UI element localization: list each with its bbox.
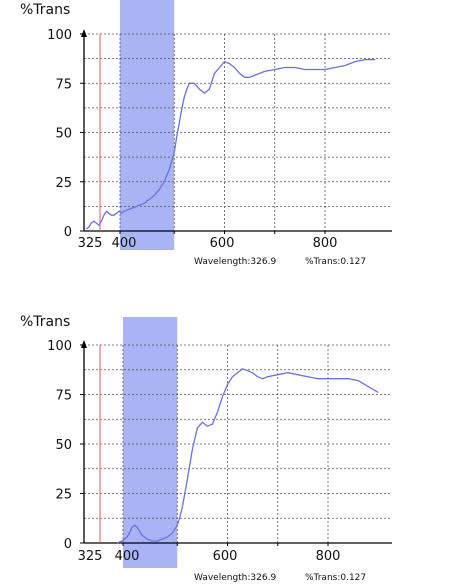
y-axis-arrow	[81, 340, 87, 348]
y-tick-label: 75	[55, 77, 72, 92]
x-tick-label: 800	[316, 549, 341, 564]
y-tick-label: 100	[47, 28, 72, 43]
series-line	[116, 368, 379, 544]
highlight-band	[123, 317, 178, 568]
y-tick-label: 25	[55, 176, 72, 191]
x-tick-label: 800	[313, 236, 338, 251]
x-tick-label: 400	[112, 236, 137, 251]
y-axis-arrow	[81, 29, 87, 37]
x-tick-label: 600	[210, 236, 235, 251]
x-tick-label: 600	[213, 549, 238, 564]
series-line	[85, 58, 376, 230]
y-tick-label: 50	[55, 127, 72, 142]
wavelength-readout: Wavelength:326.9	[194, 257, 276, 267]
y-tick-label: 100	[47, 339, 72, 354]
y-axis-label: %Trans	[20, 314, 70, 330]
y-tick-label: 25	[55, 488, 72, 503]
y-tick-label: 0	[64, 225, 72, 240]
chart-panel-2: 0 25 50 75 100 325 400 600 800 %Trans Wavelength:3…	[20, 314, 392, 583]
y-tick-label: 75	[55, 389, 72, 404]
y-tick-label: 0	[64, 537, 72, 552]
chart-panel-1: 0 25 50 75 100 325 400 600 800 %Trans Wavelength:3…	[20, 0, 392, 267]
highlight-band	[120, 0, 175, 250]
x-tick-label: 325	[78, 549, 103, 564]
trans-readout: %Trans:0.127	[305, 573, 366, 583]
y-tick-label: 50	[55, 438, 72, 453]
wavelength-readout: Wavelength:326.9	[194, 573, 276, 583]
trans-readout: %Trans:0.127	[305, 257, 366, 267]
x-tick-label: 400	[115, 549, 140, 564]
y-axis-label: %Trans	[20, 2, 70, 18]
x-tick-label: 325	[78, 236, 103, 251]
